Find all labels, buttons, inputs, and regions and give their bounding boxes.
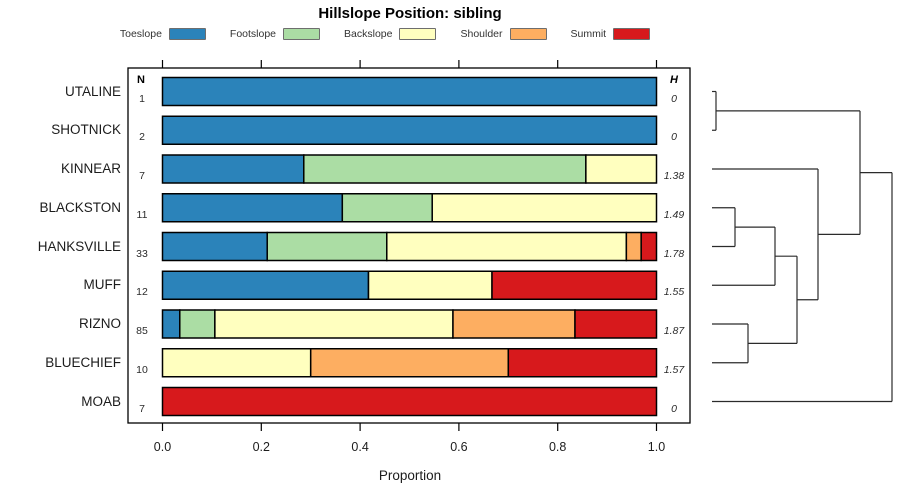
- legend-swatch: [399, 28, 437, 40]
- bar-segment-toeslope: [161, 193, 344, 223]
- h-column-header: H: [670, 74, 678, 86]
- bar-segment-toeslope: [161, 270, 370, 300]
- bar-segment-backslope: [161, 348, 312, 378]
- bar-segment-backslope: [386, 231, 628, 262]
- row-label: UTALINE: [64, 83, 121, 99]
- legend-label: Backslope: [344, 28, 393, 40]
- n-value: 1: [139, 92, 145, 105]
- x-tick-label: 1.0: [647, 440, 666, 454]
- bar-segment-toeslope: [161, 76, 658, 107]
- bar-segment-toeslope: [161, 309, 181, 339]
- n-value: 2: [139, 131, 145, 144]
- bar-segment-footslope: [266, 231, 388, 262]
- h-value: 1.57: [663, 363, 685, 376]
- bar-segment-backslope: [585, 154, 658, 184]
- legend-swatch: [613, 28, 651, 40]
- x-tick-label: 0.2: [252, 440, 270, 454]
- bar-segment-footslope: [179, 309, 216, 339]
- legend: Toeslope Footslope Backslope Shoulder Summit: [95, 26, 675, 42]
- bar-segment-summit: [640, 231, 658, 262]
- bar-segment-shoulder: [309, 348, 510, 378]
- x-tick-label: 0.6: [450, 440, 468, 454]
- bar-segment-toeslope: [161, 115, 658, 145]
- h-value: 1.38: [663, 170, 685, 182]
- bar-segment-toeslope: [161, 154, 305, 184]
- row-label: MUFF: [83, 277, 122, 293]
- n-value: 11: [136, 208, 148, 221]
- h-value: 0: [671, 92, 677, 105]
- x-tick-label: 0.4: [351, 440, 369, 454]
- chart-title: Hillslope Position: sibling: [318, 5, 502, 22]
- bar-segment-shoulder: [625, 231, 642, 262]
- n-value: 7: [139, 170, 145, 182]
- bar-segment-footslope: [303, 154, 587, 184]
- legend-item: Summit: [571, 28, 651, 40]
- bar-segment-summit: [507, 348, 658, 378]
- plot-box: [127, 67, 691, 424]
- legend-item: Toeslope: [120, 28, 206, 40]
- bar-segment-summit: [161, 386, 658, 417]
- row-label: KINNEAR: [60, 161, 121, 176]
- bar-segment-summit: [491, 270, 658, 300]
- row-label: BLACKSTON: [39, 199, 121, 215]
- row-label: HANKSVILLE: [37, 238, 121, 254]
- bar-segment-summit: [574, 309, 658, 339]
- n-value: 7: [139, 402, 145, 415]
- n-column-header: N: [137, 74, 145, 86]
- h-value: 0: [671, 131, 677, 144]
- legend-item: Backslope: [344, 28, 437, 40]
- n-value: 10: [136, 363, 148, 376]
- x-tick-label: 0.8: [548, 440, 567, 454]
- legend-item: Footslope: [229, 28, 321, 40]
- row-label: MOAB: [81, 393, 121, 409]
- n-value: 12: [136, 286, 148, 299]
- h-value: 0: [671, 402, 677, 415]
- row-label: RIZNO: [79, 316, 121, 331]
- bar-segment-backslope: [431, 193, 658, 223]
- legend-item: Shoulder: [460, 28, 547, 40]
- bar-segment-backslope: [214, 309, 454, 339]
- n-value: 85: [136, 325, 148, 337]
- legend-label: Summit: [570, 28, 607, 40]
- bar-segment-footslope: [341, 193, 433, 223]
- h-value: 1.78: [663, 247, 685, 260]
- legend-label: Toeslope: [119, 28, 162, 40]
- bar-segment-toeslope: [161, 231, 268, 262]
- h-value: 1.87: [663, 325, 685, 337]
- x-axis-title: Proportion: [378, 468, 442, 483]
- h-value: 1.55: [663, 286, 685, 299]
- bar-segment-shoulder: [452, 309, 576, 339]
- legend-swatch: [283, 28, 321, 40]
- legend-label: Footslope: [229, 28, 277, 40]
- h-value: 1.49: [663, 208, 685, 221]
- legend-label: Shoulder: [460, 28, 503, 40]
- n-value: 33: [136, 247, 148, 260]
- row-label: BLUECHIEF: [45, 354, 121, 370]
- x-tick-label: 0.0: [153, 440, 172, 454]
- row-label: SHOTNICK: [51, 122, 121, 138]
- legend-swatch: [168, 28, 206, 40]
- legend-swatch: [509, 28, 547, 40]
- bar-segment-backslope: [367, 270, 493, 300]
